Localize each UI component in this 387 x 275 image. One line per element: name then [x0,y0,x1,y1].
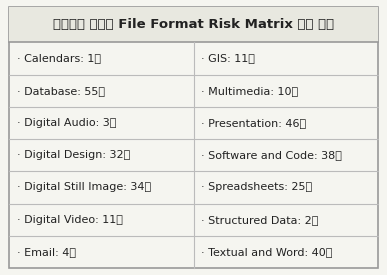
Text: 전자기록 유형별 File Format Risk Matrix 평가 현황: 전자기록 유형별 File Format Risk Matrix 평가 현황 [53,18,334,31]
Text: · Presentation: 46개: · Presentation: 46개 [201,118,306,128]
Text: · Digital Design: 32개: · Digital Design: 32개 [17,150,130,160]
Text: · Calendars: 1개: · Calendars: 1개 [17,53,101,63]
Text: · Textual and Word: 40개: · Textual and Word: 40개 [201,247,332,257]
Text: · Structured Data: 2개: · Structured Data: 2개 [201,215,319,225]
Text: · Digital Video: 11개: · Digital Video: 11개 [17,215,123,225]
Text: · Email: 4개: · Email: 4개 [17,247,76,257]
Text: · Digital Audio: 3개: · Digital Audio: 3개 [17,118,116,128]
Text: · Database: 55개: · Database: 55개 [17,86,105,96]
Text: · Digital Still Image: 34개: · Digital Still Image: 34개 [17,183,151,192]
Text: · Multimedia: 10개: · Multimedia: 10개 [201,86,298,96]
Text: · Software and Code: 38개: · Software and Code: 38개 [201,150,342,160]
FancyBboxPatch shape [9,7,378,268]
FancyBboxPatch shape [9,7,378,42]
Text: · Spreadsheets: 25개: · Spreadsheets: 25개 [201,183,312,192]
Text: · GIS: 11개: · GIS: 11개 [201,53,255,63]
